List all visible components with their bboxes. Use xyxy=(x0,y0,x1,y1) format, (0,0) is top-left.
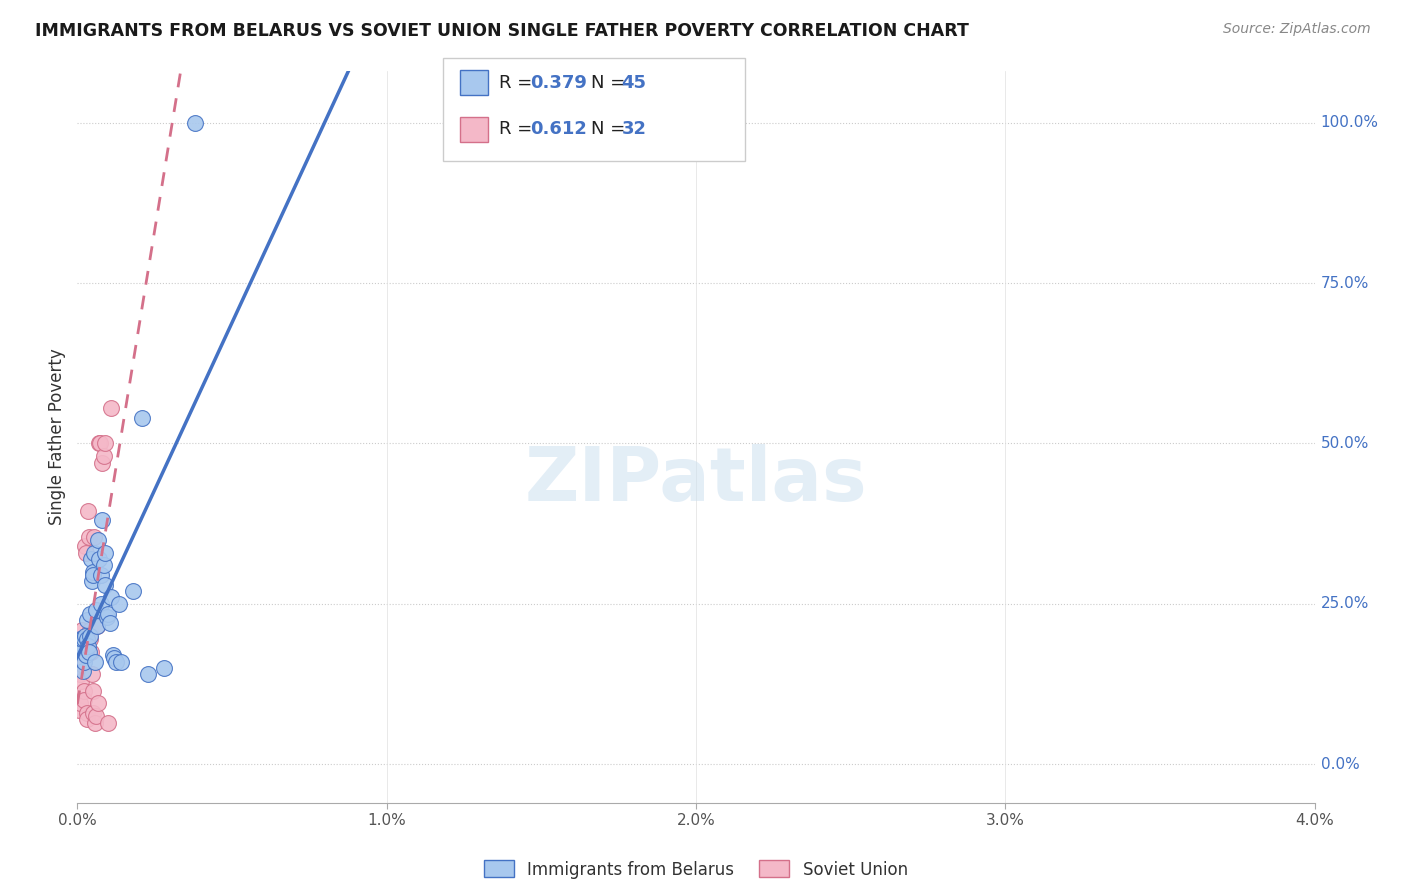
Text: 0.0%: 0.0% xyxy=(1320,756,1360,772)
Point xyxy=(72,657,94,672)
Point xyxy=(93,577,115,591)
Point xyxy=(77,529,100,543)
Point xyxy=(69,697,91,711)
Point xyxy=(105,655,127,669)
Point xyxy=(73,693,96,707)
Point xyxy=(84,715,107,730)
Point xyxy=(138,667,160,681)
Text: 0.612: 0.612 xyxy=(530,120,586,138)
Point xyxy=(77,639,100,653)
Point xyxy=(77,645,100,659)
Point xyxy=(79,629,101,643)
Point xyxy=(94,545,117,559)
Point xyxy=(73,632,96,647)
Text: 0.379: 0.379 xyxy=(530,74,586,92)
Point xyxy=(96,609,118,624)
Point xyxy=(87,533,110,547)
Point xyxy=(72,655,94,669)
Point xyxy=(93,558,115,573)
Point xyxy=(82,706,104,720)
Point xyxy=(70,623,93,637)
Point xyxy=(80,645,103,659)
Y-axis label: Single Father Poverty: Single Father Poverty xyxy=(48,349,66,525)
Point xyxy=(90,568,111,582)
Point xyxy=(87,436,110,450)
Point xyxy=(70,632,93,647)
Point xyxy=(76,632,98,647)
Point xyxy=(75,539,96,553)
Point xyxy=(70,645,93,659)
Text: R =: R = xyxy=(499,74,538,92)
Point xyxy=(87,552,110,566)
Point xyxy=(80,552,103,566)
Point xyxy=(84,709,107,723)
Point xyxy=(103,651,125,665)
Point xyxy=(91,514,114,528)
Point xyxy=(94,436,117,450)
Text: IMMIGRANTS FROM BELARUS VS SOVIET UNION SINGLE FATHER POVERTY CORRELATION CHART: IMMIGRANTS FROM BELARUS VS SOVIET UNION … xyxy=(35,22,969,40)
Point xyxy=(184,116,207,130)
Point xyxy=(93,450,115,464)
Point xyxy=(76,613,98,627)
Point xyxy=(98,616,121,631)
Point xyxy=(76,706,98,720)
Point xyxy=(69,639,91,653)
Text: R =: R = xyxy=(499,120,538,138)
Legend: Immigrants from Belarus, Soviet Union: Immigrants from Belarus, Soviet Union xyxy=(484,861,908,879)
Point xyxy=(82,683,104,698)
Point xyxy=(72,665,94,679)
Text: N =: N = xyxy=(591,74,630,92)
Point xyxy=(101,648,124,663)
Point xyxy=(90,597,112,611)
Point xyxy=(70,673,93,688)
Point xyxy=(86,619,108,633)
Point xyxy=(131,410,153,425)
Point xyxy=(82,568,104,582)
Point xyxy=(84,603,107,617)
Point xyxy=(82,565,104,579)
Point xyxy=(75,545,97,559)
Point xyxy=(84,655,107,669)
Text: 75.0%: 75.0% xyxy=(1320,276,1369,291)
Point xyxy=(75,648,97,663)
Text: 32: 32 xyxy=(621,120,647,138)
Point xyxy=(82,667,104,681)
Point xyxy=(79,623,101,637)
Point xyxy=(69,632,91,647)
Point xyxy=(89,436,111,450)
Point xyxy=(69,667,91,681)
Text: 45: 45 xyxy=(621,74,647,92)
Point xyxy=(79,607,101,621)
Point xyxy=(86,619,108,633)
Point xyxy=(67,703,90,717)
Point xyxy=(122,584,145,599)
Point xyxy=(100,591,122,605)
Point xyxy=(82,574,104,589)
Point xyxy=(75,629,96,643)
Point xyxy=(83,545,105,559)
Point xyxy=(83,529,105,543)
Point xyxy=(91,456,114,470)
Point xyxy=(77,504,100,518)
Point xyxy=(97,715,120,730)
Text: ZIPatlas: ZIPatlas xyxy=(524,444,868,517)
Text: Source: ZipAtlas.com: Source: ZipAtlas.com xyxy=(1223,22,1371,37)
Point xyxy=(76,712,98,726)
Point xyxy=(100,401,122,416)
Point xyxy=(87,697,110,711)
Text: 25.0%: 25.0% xyxy=(1320,597,1369,611)
Point xyxy=(97,607,120,621)
Point xyxy=(110,655,132,669)
Text: 50.0%: 50.0% xyxy=(1320,436,1369,451)
Text: 100.0%: 100.0% xyxy=(1320,115,1379,130)
Point xyxy=(72,683,94,698)
Point xyxy=(108,597,131,611)
Point xyxy=(79,632,101,647)
Point xyxy=(153,661,176,675)
Text: N =: N = xyxy=(591,120,630,138)
